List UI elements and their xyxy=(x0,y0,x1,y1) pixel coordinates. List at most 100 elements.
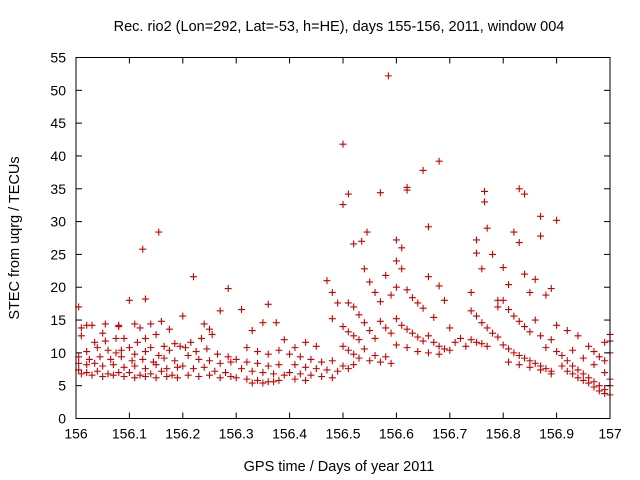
data-point xyxy=(494,333,502,341)
data-point xyxy=(206,357,213,365)
data-point xyxy=(83,369,91,377)
data-point xyxy=(323,366,331,374)
data-point xyxy=(139,355,147,363)
data-point xyxy=(133,338,141,346)
data-point xyxy=(173,374,181,382)
data-point xyxy=(96,353,104,361)
data-point xyxy=(222,369,230,377)
data-point xyxy=(270,378,278,386)
data-point xyxy=(526,328,534,336)
y-tick-label: 45 xyxy=(50,115,66,131)
data-point xyxy=(286,350,294,358)
x-tick-label: 156.2 xyxy=(165,426,200,442)
data-point xyxy=(435,157,443,165)
y-axis-ticks: 0 5 10 15 20 25 30 35 40 45 50 55 xyxy=(50,50,610,427)
data-point xyxy=(376,358,384,366)
data-point xyxy=(131,350,139,358)
x-tick-label: 156 xyxy=(64,426,88,442)
data-point xyxy=(206,371,213,379)
data-point xyxy=(155,228,163,236)
data-point xyxy=(382,324,390,332)
data-point xyxy=(259,319,267,327)
data-point xyxy=(291,375,299,383)
data-point xyxy=(590,348,598,356)
data-point xyxy=(248,379,256,387)
data-point xyxy=(296,370,304,378)
data-point xyxy=(553,348,561,356)
data-point xyxy=(483,224,491,232)
data-point xyxy=(93,344,101,352)
data-point xyxy=(192,348,200,356)
data-point xyxy=(350,350,358,358)
data-point xyxy=(467,307,475,315)
data-point xyxy=(376,189,384,197)
data-point xyxy=(152,361,160,369)
data-point xyxy=(163,372,171,380)
data-point xyxy=(424,223,432,231)
data-point xyxy=(120,363,128,371)
data-point xyxy=(184,371,192,379)
data-point xyxy=(547,370,555,378)
data-point xyxy=(117,353,125,361)
data-point xyxy=(344,299,352,307)
data-point xyxy=(112,349,120,357)
data-point xyxy=(387,291,395,299)
data-point xyxy=(104,346,112,354)
data-point xyxy=(558,362,566,370)
data-point xyxy=(264,300,272,308)
data-point xyxy=(526,288,534,296)
data-point xyxy=(141,334,149,342)
data-point xyxy=(473,338,480,346)
data-point xyxy=(376,317,384,325)
data-point xyxy=(446,324,454,332)
data-point xyxy=(296,353,304,361)
data-point xyxy=(601,357,609,365)
data-point xyxy=(537,366,545,374)
x-tick-label: 156.4 xyxy=(272,426,307,442)
data-point xyxy=(302,338,310,346)
data-point xyxy=(232,355,240,363)
data-point xyxy=(195,355,203,363)
data-point xyxy=(510,312,518,320)
x-axis-label: GPS time / Days of year 2011 xyxy=(244,459,435,475)
data-point xyxy=(323,277,331,285)
y-tick-label: 25 xyxy=(50,246,66,262)
data-point xyxy=(350,361,358,369)
data-point xyxy=(408,294,416,302)
data-point xyxy=(435,342,443,350)
data-point xyxy=(120,372,128,380)
data-point xyxy=(419,337,427,345)
data-point xyxy=(101,337,109,345)
chart-title: Rec. rio2 (Lon=292, Lat=-53, h=HE), days… xyxy=(114,19,565,35)
data-point xyxy=(451,338,459,346)
data-point xyxy=(101,320,109,328)
data-point xyxy=(211,367,219,375)
data-point xyxy=(216,374,224,382)
data-point xyxy=(141,365,149,373)
data-point xyxy=(574,332,582,340)
data-point xyxy=(109,371,117,379)
data-point xyxy=(473,249,480,257)
data-point xyxy=(547,336,555,344)
data-point xyxy=(494,303,502,311)
data-point xyxy=(187,338,195,346)
data-point xyxy=(206,325,213,333)
data-point xyxy=(88,321,96,329)
data-point xyxy=(328,374,336,382)
data-point xyxy=(446,346,454,354)
data-point xyxy=(537,232,545,240)
data-point xyxy=(366,327,374,335)
data-point xyxy=(350,240,358,248)
data-point xyxy=(510,228,518,236)
data-point xyxy=(152,330,160,338)
data-point xyxy=(339,342,347,350)
data-point xyxy=(526,357,534,365)
data-point xyxy=(243,358,251,366)
data-point xyxy=(160,354,168,362)
x-axis-ticks: 156 156.1 156.2 156.3 156.4 156.5 156.6 156.7 15… xyxy=(64,57,622,442)
data-point xyxy=(275,346,283,354)
data-point xyxy=(542,365,550,373)
data-point xyxy=(505,345,513,353)
data-point xyxy=(339,140,347,148)
data-point xyxy=(392,236,400,244)
